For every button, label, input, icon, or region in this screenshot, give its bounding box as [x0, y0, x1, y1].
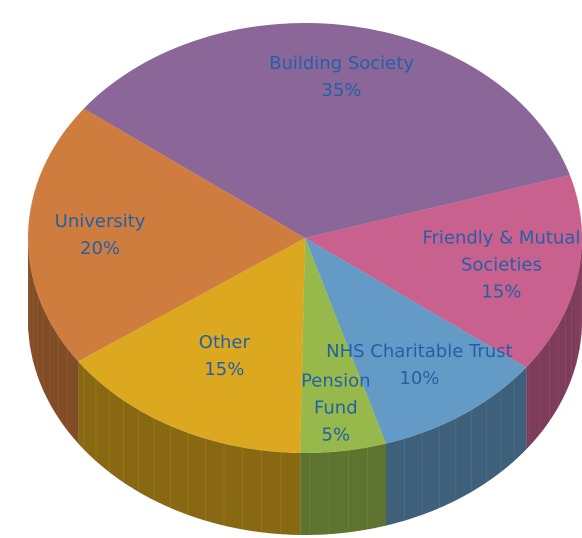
slice	[78, 238, 306, 453]
value-label: 15%	[481, 281, 522, 303]
slice	[305, 238, 527, 444]
value-label: 15%	[204, 358, 245, 380]
value-label: 20%	[80, 238, 121, 260]
slice-label: Other 15%	[129, 329, 319, 383]
slice	[83, 22, 570, 238]
slice-label: Friendly & Mutual Societies 15%	[416, 224, 582, 305]
value-label: 35%	[321, 80, 362, 102]
category-label: University	[54, 211, 146, 233]
category-label: Building Society	[269, 53, 414, 75]
slice	[300, 238, 386, 453]
value-label: 5%	[321, 424, 351, 446]
category-label: Friendly & Mutual Societies	[422, 227, 581, 276]
category-label: Pension Fund	[301, 370, 371, 419]
slice-label: NHS Charitable Trust 10%	[324, 338, 514, 392]
value-label: 10%	[399, 367, 440, 389]
category-label: Other	[198, 331, 250, 353]
category-label: NHS Charitable Trust	[326, 340, 513, 362]
slice	[28, 108, 305, 362]
slice-label: Building Society 35%	[247, 50, 437, 104]
slice-side	[28, 238, 79, 444]
slice-label: Pension Fund 5%	[291, 368, 381, 449]
slice-side	[300, 443, 386, 535]
slice-side	[78, 361, 301, 535]
slice	[305, 175, 582, 368]
slice-label: University 20%	[40, 208, 160, 262]
